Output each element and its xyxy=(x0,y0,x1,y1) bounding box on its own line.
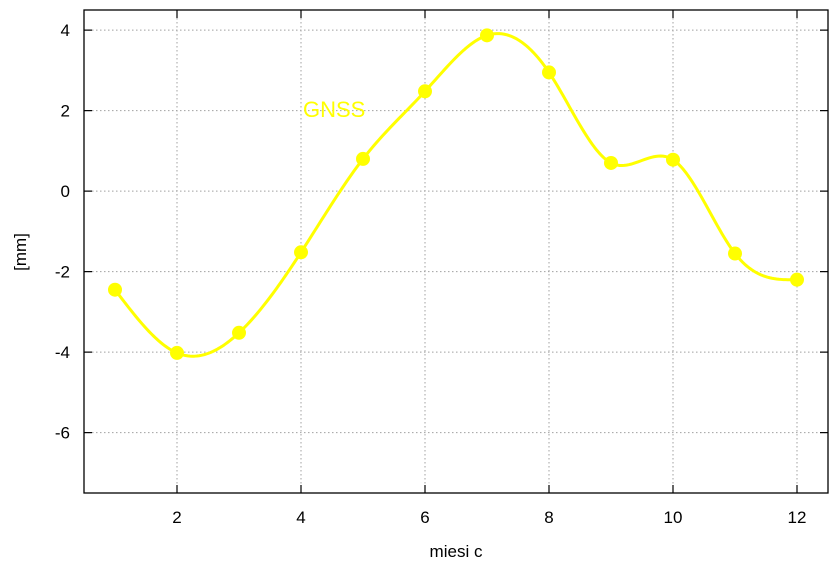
y-tick-label: -6 xyxy=(55,424,70,443)
y-tick-labels: -6 -4 -2 0 2 4 xyxy=(55,21,70,443)
data-point xyxy=(108,282,122,297)
y-axis-label: [mm] xyxy=(11,233,30,271)
data-point xyxy=(790,272,804,287)
x-axis-label: miesi c xyxy=(430,542,483,561)
series-label-gnss: GNSS xyxy=(303,97,365,122)
grid xyxy=(84,10,828,493)
data-point xyxy=(604,155,618,170)
data-point xyxy=(294,245,308,260)
data-point xyxy=(356,151,370,166)
data-point xyxy=(728,246,742,261)
x-tick-label: 6 xyxy=(420,508,429,527)
y-tick-label: 4 xyxy=(61,21,70,40)
x-tick-label: 2 xyxy=(172,508,181,527)
x-tick-label: 8 xyxy=(544,508,553,527)
x-tick-label: 10 xyxy=(664,508,683,527)
data-points xyxy=(108,28,804,360)
data-point xyxy=(542,65,556,80)
series-line-gnss xyxy=(113,32,798,358)
y-tick-label: 2 xyxy=(61,102,70,121)
x-tick-label: 12 xyxy=(788,508,807,527)
axis-ticks xyxy=(84,10,828,493)
data-point xyxy=(666,152,680,167)
y-tick-label: -2 xyxy=(55,263,70,282)
x-tick-label: 4 xyxy=(296,508,305,527)
y-tick-label: -4 xyxy=(55,343,70,362)
plot-frame xyxy=(83,9,829,494)
data-point xyxy=(170,345,184,360)
y-tick-label: 0 xyxy=(61,182,70,201)
data-point xyxy=(418,84,432,99)
data-point xyxy=(480,28,494,43)
x-tick-labels: 2 4 6 8 10 12 xyxy=(172,508,806,527)
data-point xyxy=(232,325,246,340)
series-lines xyxy=(113,32,798,358)
